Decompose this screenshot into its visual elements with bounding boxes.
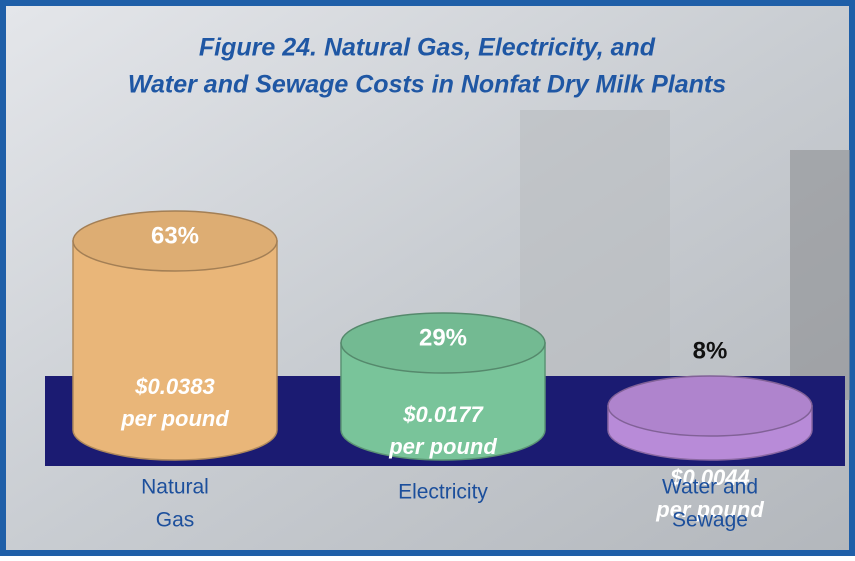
cylinder-body (340, 342, 546, 461)
x-tick-label: Gas (156, 509, 195, 532)
cylinder-top (340, 312, 546, 374)
cylinder-top (607, 375, 813, 437)
chart-title: Water and Sewage Costs in Nonfat Dry Mil… (128, 71, 726, 99)
background-pipe (790, 150, 850, 400)
cost-unit: per pound (388, 434, 497, 459)
x-tick-label: Natural (141, 476, 209, 499)
cost-label: $0.0383 (134, 374, 215, 399)
cost-label: $0.0177 (402, 402, 484, 427)
value-label: 63% (151, 222, 199, 249)
cost-unit: per pound (655, 497, 764, 522)
value-label: 29% (419, 324, 467, 351)
cost-unit: per pound (120, 406, 229, 431)
x-tick-label: Sewage (672, 509, 748, 532)
chart-title: Figure 24. Natural Gas, Electricity, and (199, 34, 656, 62)
cost-label: $0.0044 (669, 465, 750, 490)
cylinder-top (72, 210, 278, 272)
cylinder-body (72, 240, 278, 461)
value-label: 8% (693, 337, 728, 364)
x-tick-label: Water and (662, 476, 758, 499)
x-tick-label: Electricity (398, 481, 488, 504)
